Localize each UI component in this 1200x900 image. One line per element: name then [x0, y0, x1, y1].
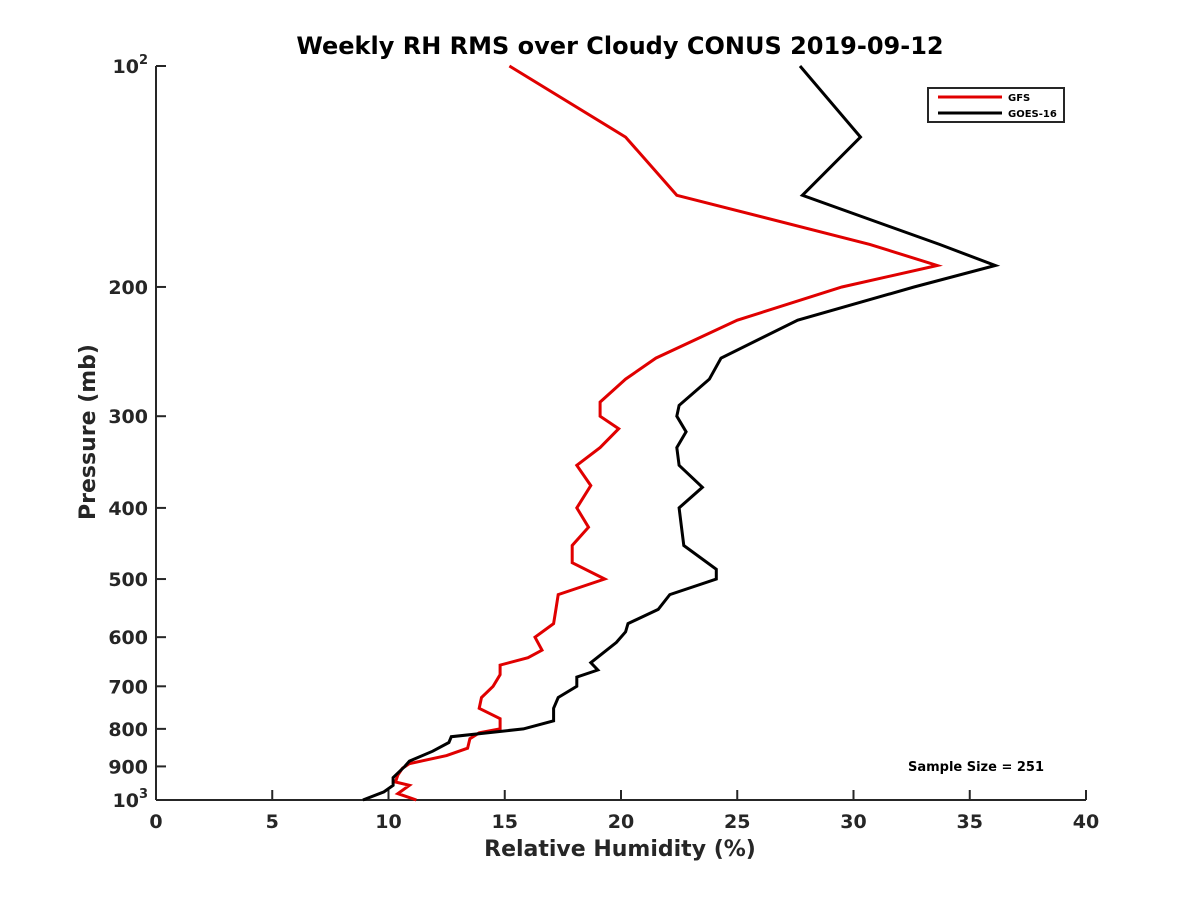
- y-axis-ticks: 102 200 300 400 500 600 700 800 900 103: [108, 53, 166, 812]
- x-tick-label: 10: [375, 811, 401, 833]
- y-tick-label: 800: [108, 719, 148, 741]
- x-tick-label: 40: [1073, 811, 1099, 833]
- x-axis-ticks: 0 5 10 15 20 25 30 35 40: [149, 790, 1099, 833]
- x-tick-label: 35: [957, 811, 983, 833]
- chart-title: Weekly RH RMS over Cloudy CONUS 2019-09-…: [296, 32, 943, 60]
- y-tick-label: 103: [113, 787, 149, 812]
- legend-label: GOES-16: [1008, 109, 1057, 120]
- sample-size-annotation: Sample Size = 251: [908, 760, 1044, 775]
- y-tick-label: 900: [108, 756, 148, 778]
- x-tick-label: 0: [149, 811, 162, 833]
- y-tick-label: 200: [108, 277, 148, 299]
- legend: GFS GOES-16: [927, 87, 1065, 123]
- y-tick-label: 300: [108, 406, 148, 428]
- legend-box: [927, 87, 1065, 123]
- y-tick-label: 500: [108, 569, 148, 591]
- y-tick-label: 700: [108, 676, 148, 698]
- x-tick-label: 30: [840, 811, 866, 833]
- x-tick-label: 5: [266, 811, 279, 833]
- series-line-gfs: [393, 64, 943, 802]
- x-tick-label: 25: [724, 811, 750, 833]
- x-tick-label: 20: [608, 811, 634, 833]
- x-tick-label: 15: [492, 811, 518, 833]
- x-axis-label: Relative Humidity (%): [484, 837, 756, 862]
- plot-axes: [155, 66, 1086, 801]
- data-series: [362, 64, 1001, 802]
- y-tick-label: 400: [108, 498, 148, 520]
- legend-label: GFS: [1008, 93, 1030, 104]
- series-line-goes-16: [362, 65, 1001, 802]
- y-tick-label: 102: [113, 53, 149, 78]
- y-axis-label: Pressure (mb): [76, 344, 101, 520]
- y-tick-label: 600: [108, 627, 148, 649]
